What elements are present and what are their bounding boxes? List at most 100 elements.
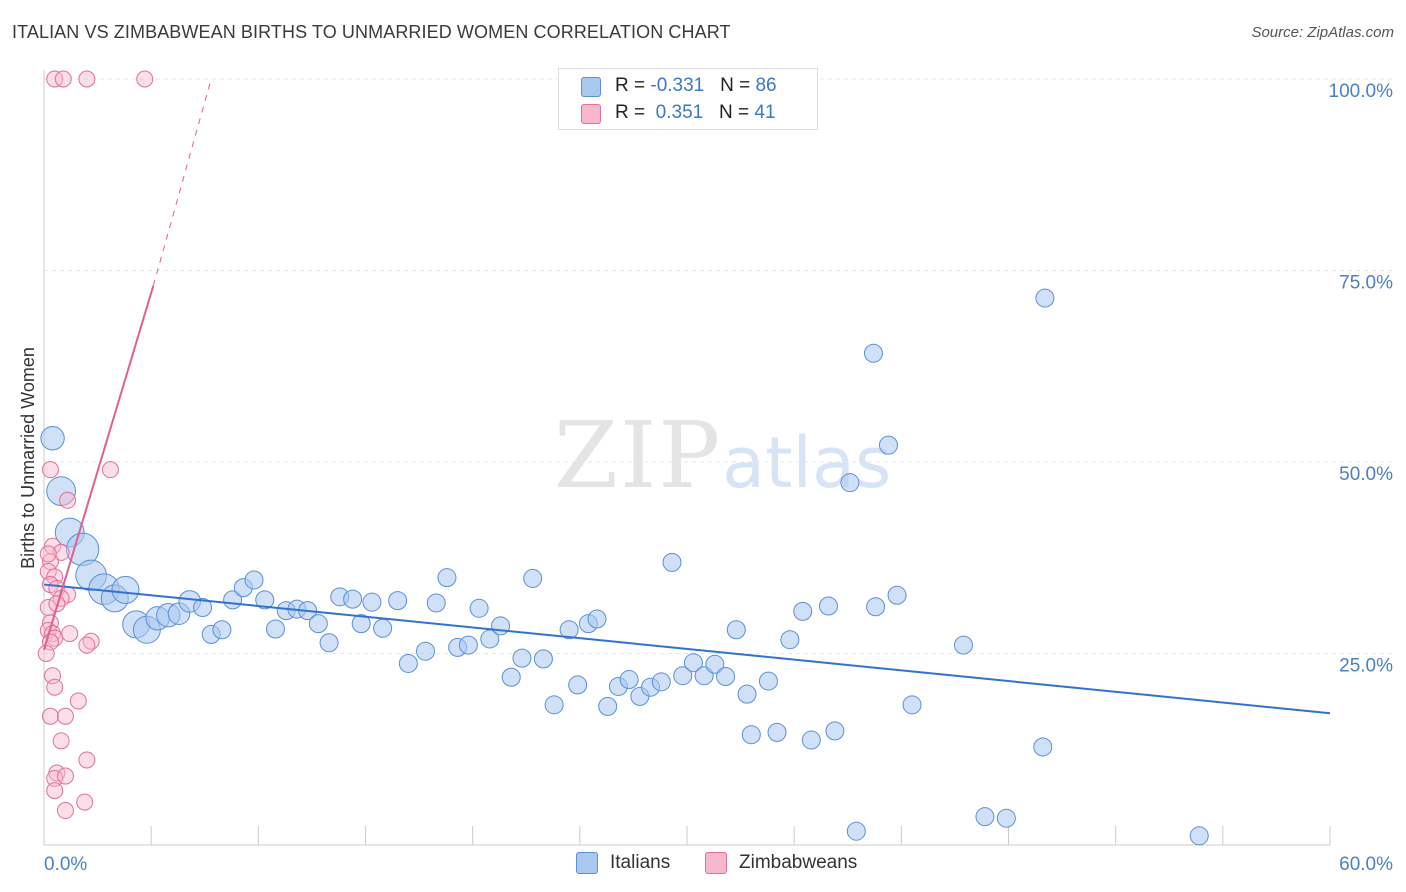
italians-point [559, 620, 579, 640]
italians-point [193, 598, 213, 618]
zimbabweans-point [56, 767, 74, 785]
italians-point [319, 633, 339, 653]
italians-point [544, 695, 564, 715]
italians-point [801, 730, 821, 750]
italians-point [416, 641, 436, 661]
zimbabweans-point [78, 636, 96, 654]
italians-point [726, 620, 746, 640]
italians-point [598, 696, 618, 716]
legend-n-label: N = [719, 102, 755, 123]
source-credit: Source: ZipAtlas.com [1251, 24, 1394, 41]
zimbabweans-point [136, 70, 154, 88]
series-swatch-italians [576, 852, 598, 874]
italians-point [673, 666, 693, 686]
zimbabweans-point [76, 793, 94, 811]
zimbabweans-point [46, 769, 64, 787]
italians-point [716, 666, 736, 686]
italians-point [1033, 737, 1053, 757]
italians-point [1035, 288, 1055, 308]
series-legend-italians: Italians [576, 852, 670, 874]
watermark-zip: ZIP [554, 402, 723, 509]
italians-point [866, 597, 886, 617]
italians-point [568, 675, 588, 695]
chart-title: ITALIAN VS ZIMBABWEAN BIRTHS TO UNMARRIE… [12, 22, 731, 42]
series-legend-zimbabweans: Zimbabweans [705, 852, 857, 874]
legend-swatch-zimbabweans [581, 104, 601, 124]
italians-point [533, 649, 553, 669]
italians-point [846, 821, 866, 841]
italians-point [975, 807, 995, 827]
series-label-zimbabweans: Zimbabweans [739, 852, 858, 873]
series-legend: Italians Zimbabweans [0, 852, 1406, 878]
zimbabweans-point [56, 707, 74, 725]
italians-point [758, 671, 778, 691]
legend-n-label: N = [720, 75, 756, 96]
legend-swatch-italians [581, 77, 601, 97]
italians-point [705, 654, 725, 674]
y-tick-label: 100.0% [1329, 81, 1394, 102]
series-label-italians: Italians [610, 852, 671, 873]
zimbabweans-point [46, 678, 64, 696]
x-tick-label: 0.0% [44, 854, 87, 875]
italians-point [244, 570, 264, 590]
italians-point [308, 614, 328, 634]
legend-n-value: 41 [754, 102, 776, 123]
italians-point [840, 473, 860, 493]
italians-point [388, 591, 408, 611]
italians-point [469, 598, 489, 618]
zimbabweans-point [78, 751, 96, 769]
italians-point [887, 585, 907, 605]
italians-point [902, 695, 922, 715]
italians-point [651, 672, 671, 692]
italians-point [1189, 826, 1209, 846]
italians-point [683, 653, 703, 673]
zimbabweans-point [56, 802, 74, 820]
legend-n-value: 86 [755, 75, 777, 96]
italians-point [351, 614, 371, 634]
italians-point [437, 568, 457, 588]
italians-point [737, 684, 757, 704]
y-tick-label: 75.0% [1339, 273, 1393, 294]
zimbabweans-point [37, 645, 55, 662]
italians-point [662, 552, 682, 572]
y-tick-label: 25.0% [1339, 656, 1393, 677]
watermark: ZIPatlas [554, 402, 891, 509]
zimbabweans-trendline-extension [152, 78, 212, 286]
italians-point [512, 648, 532, 668]
legend-r-label: R = [615, 75, 651, 96]
italians-point [111, 575, 140, 604]
italians-point [373, 618, 393, 638]
series-swatch-zimbabweans [705, 852, 727, 874]
italians-point [501, 667, 521, 687]
italians-point [426, 593, 446, 613]
legend-r-value: -0.331 [650, 75, 705, 96]
x-tick-label: 60.0% [1339, 854, 1393, 875]
italians-point [212, 620, 232, 640]
italians-point [741, 725, 761, 745]
italians-point [255, 590, 275, 610]
italians-point [523, 568, 543, 588]
italians-point [40, 426, 65, 451]
italians-point [458, 635, 478, 655]
zimbabweans-point [69, 692, 87, 710]
italians-point [793, 601, 813, 621]
zimbabweans-point [61, 625, 79, 643]
zimbabweans-point [41, 707, 59, 725]
zimbabweans-point [41, 461, 59, 479]
italians-trendline [43, 583, 1331, 715]
italians-point [362, 592, 382, 612]
zimbabweans-point [78, 70, 96, 88]
italians-point [996, 808, 1016, 828]
zimbabweans-point [59, 491, 77, 509]
italians-point [265, 619, 285, 639]
italians-point [767, 722, 787, 742]
correlation-legend: R = -0.331 N = 86 R = 0.351 N = 41 [558, 68, 818, 130]
zimbabweans-trendline [43, 285, 155, 650]
italians-point [491, 616, 511, 636]
italians-point [825, 721, 845, 741]
legend-r-value: 0.351 [650, 102, 704, 123]
zimbabweans-point [39, 545, 57, 563]
italians-point [619, 670, 639, 690]
watermark-atlas: atlas [722, 422, 892, 504]
zimbabweans-point [54, 70, 72, 88]
